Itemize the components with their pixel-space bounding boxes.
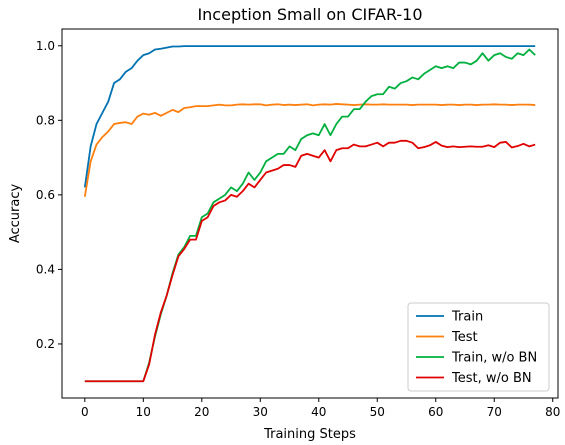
legend-label: Train: [451, 310, 483, 325]
x-tick-label: 40: [311, 405, 326, 419]
x-axis-label: Training Steps: [263, 427, 356, 442]
x-tick-label: 10: [136, 405, 151, 419]
x-tick-label: 50: [370, 405, 385, 419]
series-line-test-w-o-bn: [84, 139, 536, 383]
legend: Train Test Train, w/o BN Test, w/o BN: [407, 302, 550, 392]
legend-label: Train, w/o BN: [451, 351, 537, 366]
chart-title: Inception Small on CIFAR-10: [197, 5, 422, 24]
y-tick-label: 0.8: [36, 113, 55, 127]
y-tick-label: 0.2: [36, 337, 55, 351]
x-tick-label: 80: [545, 405, 560, 419]
series-lines: [83, 45, 536, 383]
y-axis-label: Accuracy: [8, 184, 23, 244]
y-axis-ticks: 0.2 0.4 0.6 0.8 1.0: [36, 39, 62, 351]
y-tick-label: 1.0: [36, 39, 55, 53]
x-tick-label: 0: [81, 405, 89, 419]
series-line-train: [83, 45, 536, 188]
y-tick-label: 0.4: [36, 262, 55, 276]
legend-box: [407, 302, 550, 392]
x-tick-label: 60: [428, 405, 443, 419]
plot-frame: [61, 28, 559, 399]
y-tick-label: 0.6: [36, 188, 55, 202]
x-tick-label: 70: [487, 405, 502, 419]
legend-label: Test: [451, 330, 478, 345]
x-tick-label: 20: [194, 405, 209, 419]
x-axis-ticks: 0 10 20 30 40 50 60 70 80: [81, 398, 560, 419]
series-line-test: [83, 103, 536, 197]
legend-label: Test, w/o BN: [451, 371, 532, 386]
x-tick-label: 30: [253, 405, 268, 419]
